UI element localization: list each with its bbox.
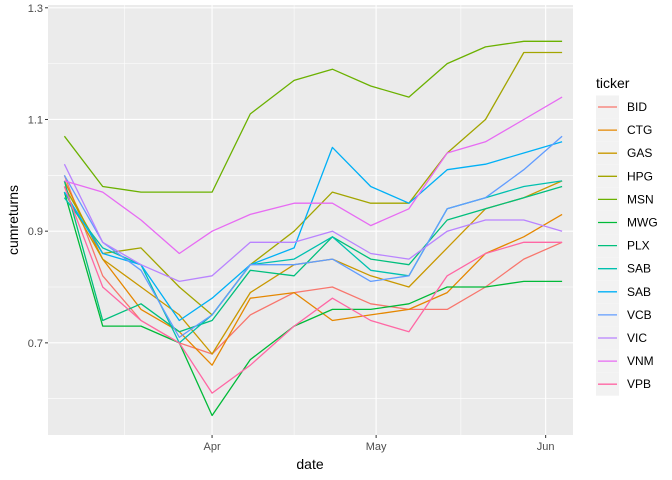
series-line-vcb: [63, 135, 563, 338]
legend-label-sab: SAB: [627, 262, 651, 276]
series-line-hpg: [63, 51, 563, 316]
legend-label-vcb: VCB: [627, 308, 652, 322]
y-tick-label: 1.3: [28, 3, 43, 15]
legend-label-msn: MSN: [627, 192, 654, 206]
minor-gridlines: [48, 5, 573, 435]
legend-label-vpb: VPB: [627, 377, 651, 391]
legend-label-vnm: VNM: [627, 354, 654, 368]
legend-label-bid: BID: [627, 100, 647, 114]
legend-items: BID CTG GAS HPG MSN MWG PLX SAB SAB VCB VIC VNM VPB: [596, 95, 658, 396]
series-line-vpb: [63, 186, 563, 394]
legend-label-plx: PLX: [627, 239, 650, 253]
x-axis-ticks: Apr May Jun: [204, 435, 555, 453]
series-line-vic: [63, 163, 563, 283]
y-tick-label: 0.7: [28, 338, 43, 350]
x-tick-label: Apr: [204, 441, 221, 453]
series-line-vnm: [64, 96, 563, 255]
x-tick-label: Jun: [537, 441, 555, 453]
series-line-plx: [63, 180, 563, 333]
y-axis-ticks: 0.7 0.9 1.1 1.3: [28, 3, 48, 350]
x-tick-label: May: [366, 441, 387, 453]
series-lines: [63, 40, 563, 417]
y-tick-label: 1.1: [28, 114, 43, 126]
legend: ticker BID CTG GAS HPG MSN MWG PLX SAB SAB VCB VIC…: [596, 75, 658, 396]
series-line-mwg: [63, 191, 563, 417]
legend-label-mwg: MWG: [627, 216, 658, 230]
legend-label-sab: SAB: [627, 285, 651, 299]
series-line-sab: [63, 141, 563, 322]
series-line-msn: [63, 40, 563, 193]
x-axis-title: date: [296, 456, 323, 472]
legend-label-hpg: HPG: [627, 169, 653, 183]
y-axis-title: cumreturns: [5, 185, 21, 255]
legend-label-ctg: CTG: [627, 123, 652, 137]
legend-title: ticker: [596, 75, 630, 91]
series-line-ctg: [63, 180, 563, 366]
legend-label-gas: GAS: [627, 146, 652, 160]
major-gridlines: [48, 5, 573, 435]
legend-label-vic: VIC: [627, 331, 647, 345]
y-tick-label: 0.9: [28, 226, 43, 238]
